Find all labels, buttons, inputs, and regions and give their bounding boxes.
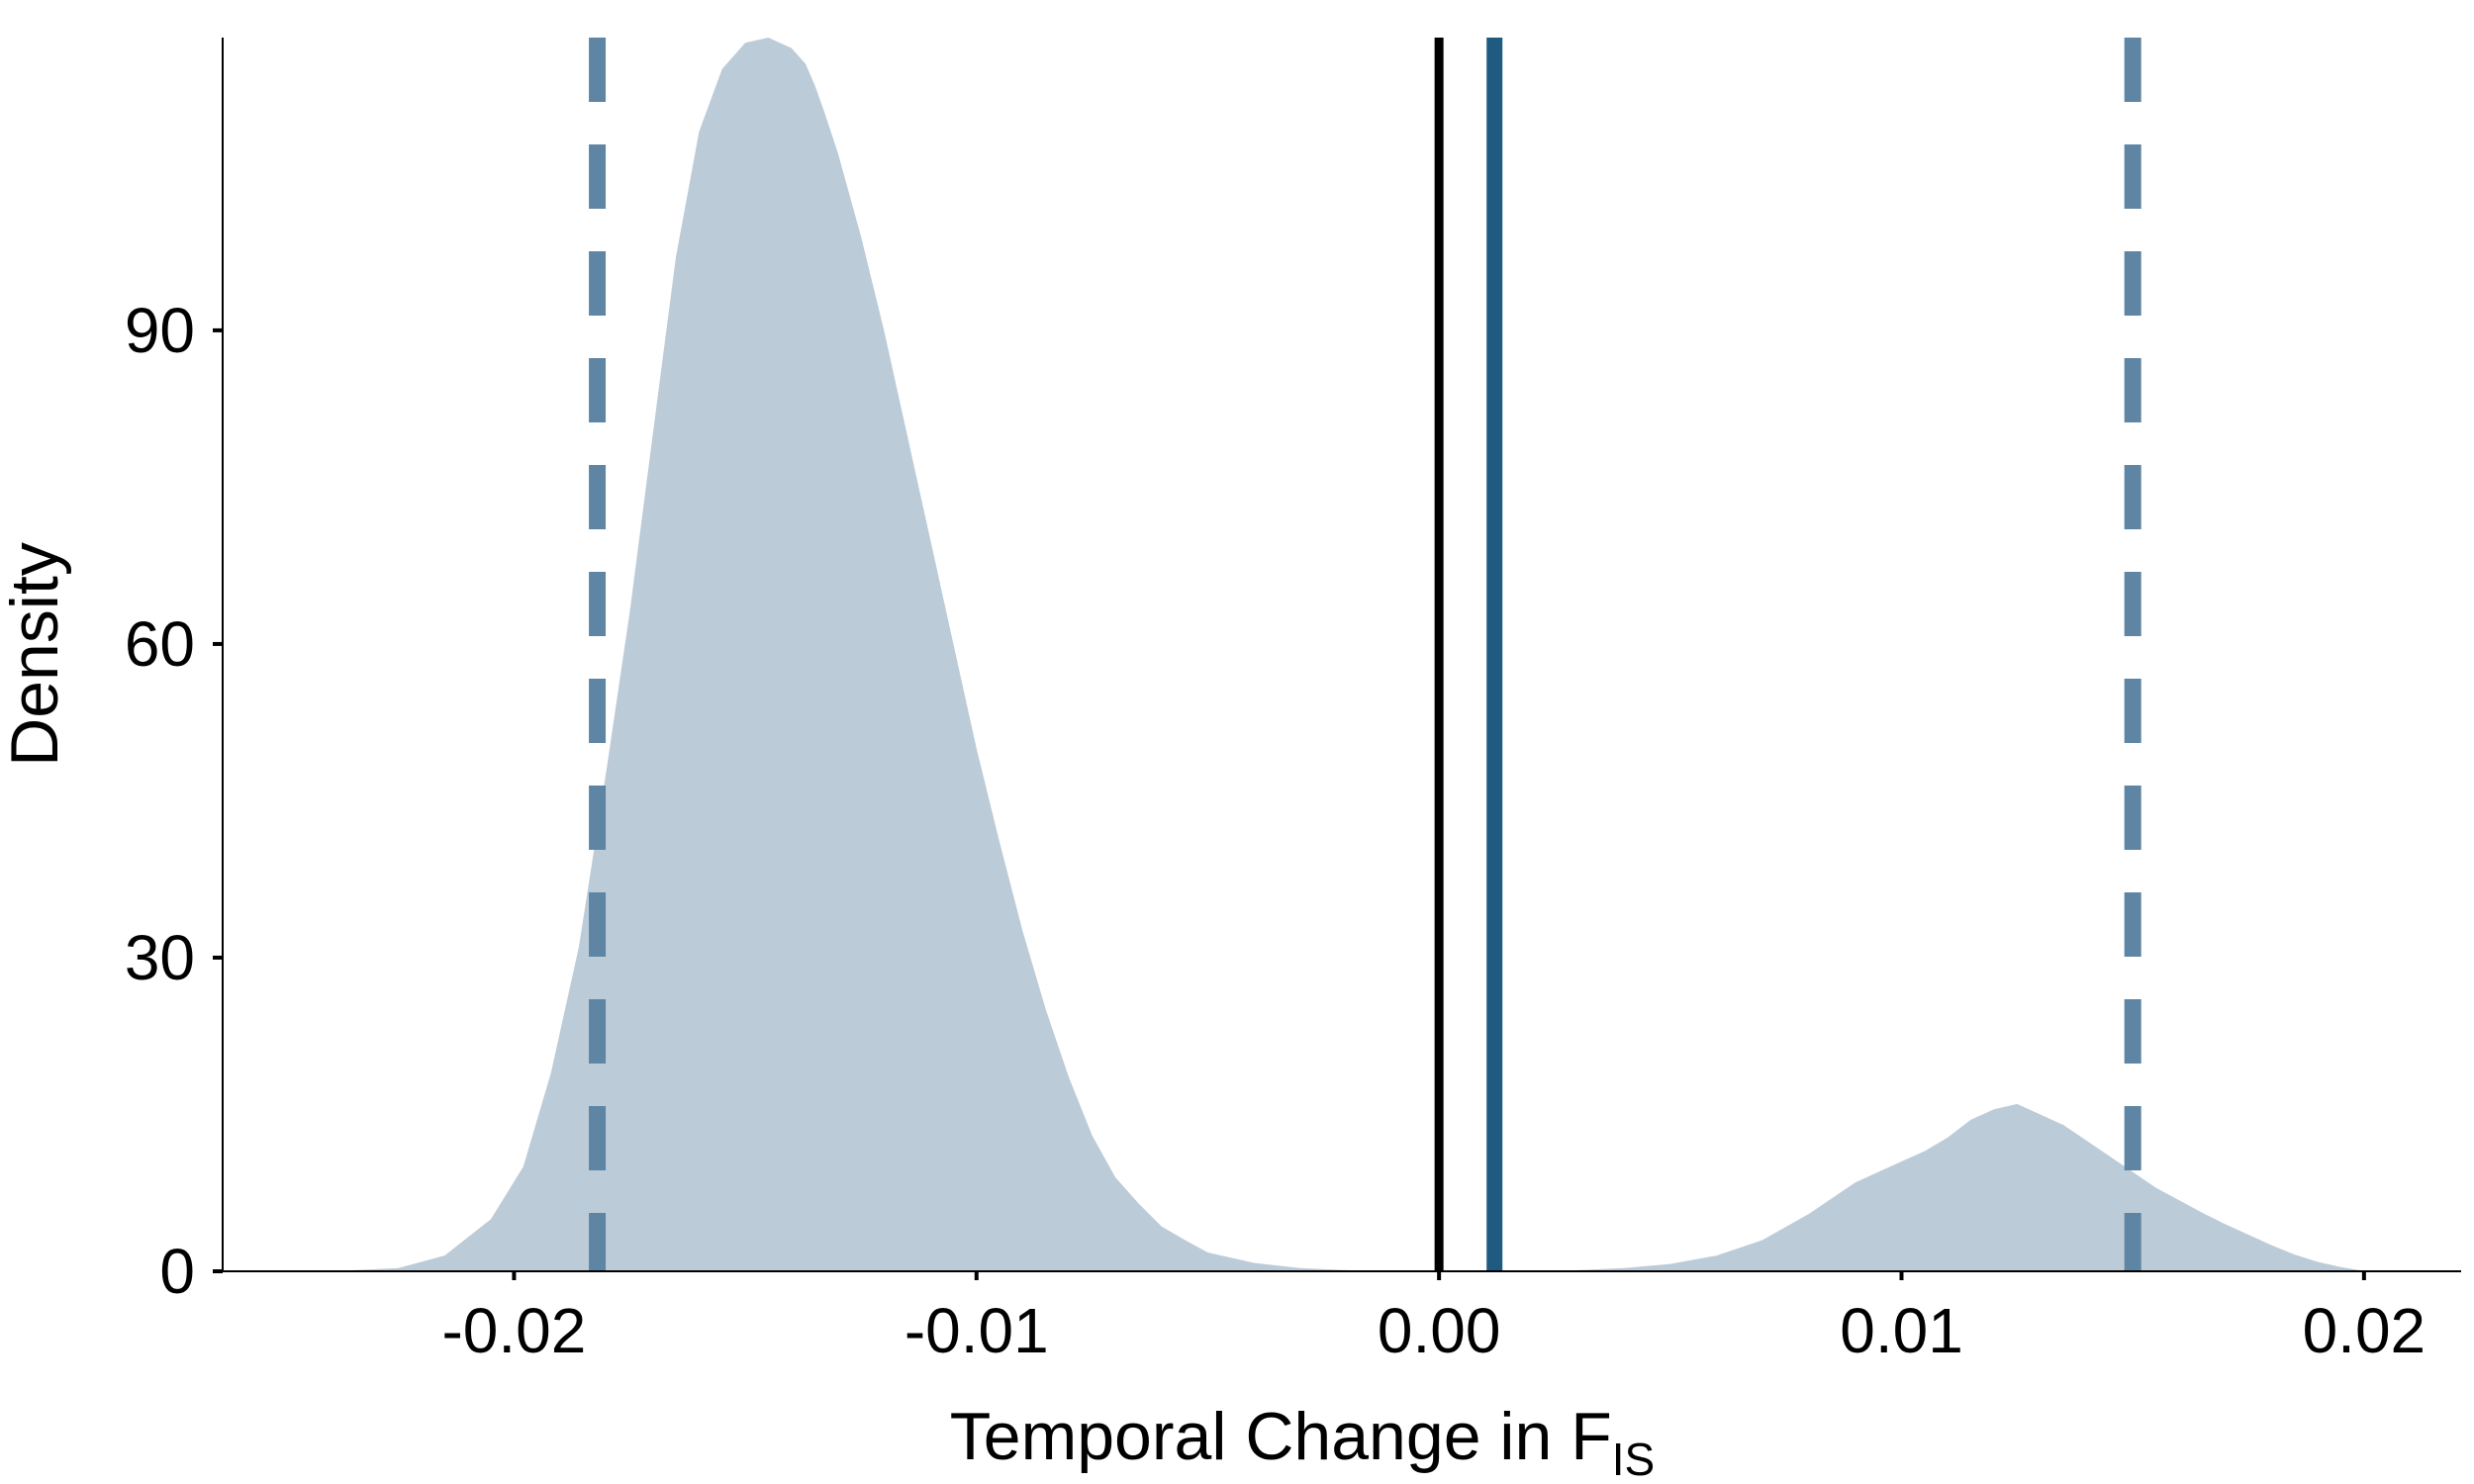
x-tick-label: 0.00 — [1378, 1295, 1501, 1366]
x-tick-label: -0.02 — [441, 1295, 586, 1366]
x-axis-title-subscript: IS — [1612, 1434, 1655, 1484]
y-tick-label: 90 — [125, 295, 195, 366]
y-tick-label: 30 — [125, 922, 195, 993]
x-tick-label: 0.02 — [2303, 1295, 2426, 1366]
y-tick-label: 60 — [125, 608, 195, 680]
y-axis-title: Density — [0, 542, 72, 767]
plot-area — [329, 38, 2360, 1271]
axes — [222, 38, 2461, 1272]
x-axis-title-main: Temporal Change in F — [950, 1399, 1612, 1474]
x-tick-label: 0.01 — [1840, 1295, 1963, 1366]
x-axis-title: Temporal Change in FIS — [950, 1399, 1655, 1484]
x-tick-label: -0.01 — [904, 1295, 1049, 1366]
density-area-density — [329, 38, 2360, 1271]
y-tick-label: 0 — [159, 1236, 195, 1307]
ticks: -0.02 -0.01 0.00 0.01 0.02 0 30 60 90 — [125, 295, 2426, 1366]
